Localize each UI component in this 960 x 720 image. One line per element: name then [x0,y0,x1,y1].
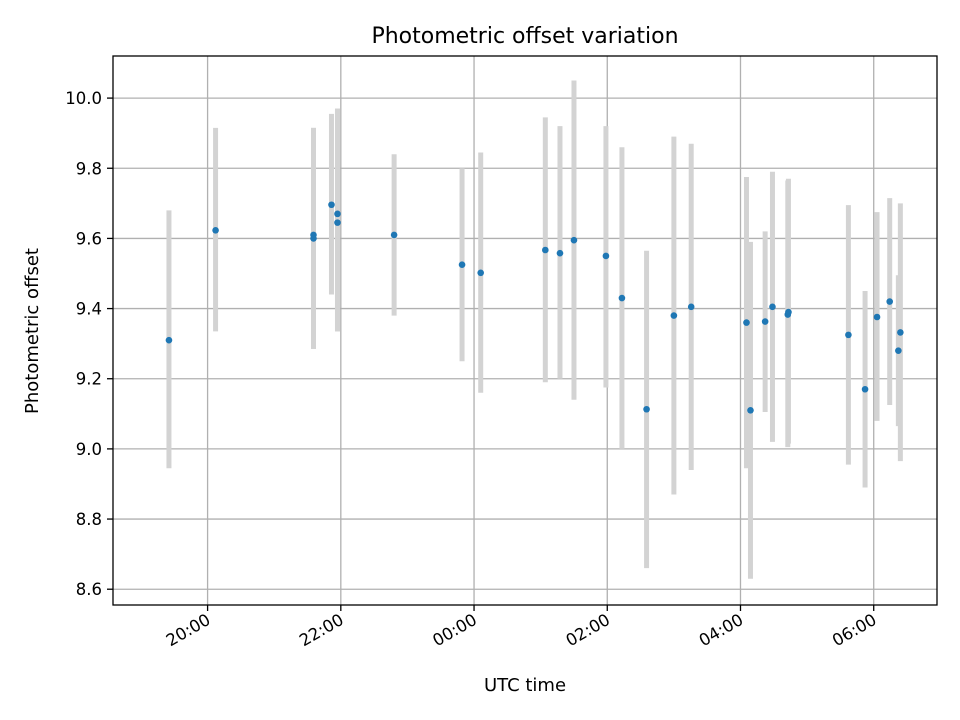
y-tick-label: 9.6 [76,229,102,248]
plot-frame [112,55,938,606]
data-point [895,347,902,354]
data-point [761,318,769,325]
data-point [310,235,317,242]
x-tick-label: 04:00 [696,610,747,650]
y-tick-label: 9.4 [76,300,102,319]
chart-title: Photometric offset variation [371,24,678,49]
data-point [334,219,341,226]
y-tick-label: 8.8 [76,510,102,529]
data-point [458,261,466,269]
x-tick-label: 20:00 [163,610,214,650]
x-axis-label: UTC time [484,675,566,696]
x-tick-label: 22:00 [296,610,347,650]
data-point [743,319,750,326]
y-tick-label: 10.0 [65,89,102,108]
y-tick-label: 9.2 [76,370,102,389]
x-tick-label: 02:00 [563,610,614,650]
data-point [845,331,852,339]
x-axis-ticks: 20:00 22:00 00:00 02:00 04:00 06:00 [163,605,880,650]
data-point [556,249,564,257]
error-bars [166,80,903,579]
data-point [165,336,173,344]
data-point [687,303,695,311]
x-tick-label: 00:00 [429,610,480,650]
data-point [643,405,650,413]
data-point [873,313,881,321]
data-point [618,294,626,302]
data-point [477,269,485,277]
data-point [212,227,219,234]
data-point [390,231,398,239]
y-axis-label: Photometric offset [22,248,43,414]
data-point [670,312,678,319]
data-point [334,210,341,218]
data-point [769,303,776,311]
data-point [542,246,549,254]
data-point [328,201,335,209]
y-tick-label: 9.8 [76,159,102,178]
y-tick-label: 9.0 [76,440,102,459]
grid-lines [113,56,937,605]
data-point [747,407,754,414]
y-tick-label: 8.6 [76,580,102,599]
data-point [602,252,610,260]
data-point [886,298,894,305]
y-axis-ticks: 8.6 8.8 9.0 9.2 9.4 9.6 9.8 10.0 [65,89,113,599]
data-point [897,329,904,336]
x-tick-label: 06:00 [829,610,880,650]
data-point [785,308,792,316]
data-points [165,201,904,414]
data-point [861,385,869,393]
data-point [570,236,578,244]
